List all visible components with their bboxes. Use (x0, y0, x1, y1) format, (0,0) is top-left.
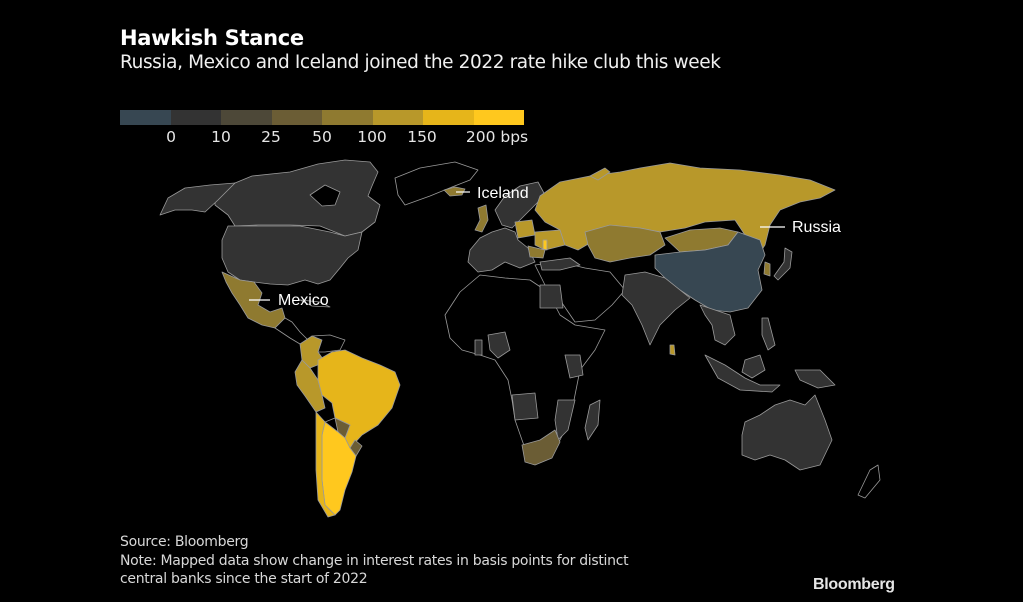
country-united-states (221, 225, 363, 286)
country-south-africa (521, 429, 561, 466)
country-egypt (539, 284, 564, 309)
russia-island-novaya-zemlya (589, 167, 611, 181)
country-russia (534, 162, 836, 261)
callout-mexico: Mexico (249, 292, 329, 309)
legend-tick-50: 50 (312, 128, 332, 146)
country-venezuela (311, 334, 346, 353)
legend-swatch-0 (170, 110, 221, 125)
legend-tick-100: 100 (357, 128, 387, 146)
source-note: Source: Bloomberg (120, 534, 249, 550)
legend-tick-200: 200 bps (465, 128, 529, 146)
legend-tick-25: 25 (261, 128, 281, 146)
chart-title: Hawkish Stance (120, 26, 304, 50)
color-legend (120, 110, 524, 125)
methodology-note-line2: central banks since the start of 2022 (120, 571, 368, 587)
legend-swatch-10 (221, 110, 272, 125)
country-romania (527, 245, 546, 259)
chart-subtitle: Russia, Mexico and Iceland joined the 20… (120, 52, 721, 73)
country-cuba (299, 299, 331, 308)
country-chile (315, 411, 336, 518)
country-ukraine (534, 229, 566, 251)
legend-swatch-150 (423, 110, 474, 125)
country-sri-lanka (669, 344, 676, 356)
bloomberg-logo: Bloomberg (813, 576, 895, 593)
region-central-america (274, 317, 309, 345)
country-australia (741, 394, 833, 471)
legend-swatch-100 (372, 110, 423, 125)
legend-swatch-negative (120, 110, 171, 125)
country-borneo (741, 354, 766, 379)
country-kenya (564, 354, 584, 379)
chart-footer: Source: Bloomberg Note: Mapped data show… (120, 533, 629, 589)
callout-iceland: Iceland (456, 185, 529, 202)
country-alaska (159, 182, 236, 216)
country-angola (511, 392, 539, 421)
country-south-korea (763, 261, 771, 277)
country-new-zealand (857, 464, 881, 499)
country-india (621, 271, 691, 346)
legend-swatch-200 (473, 110, 524, 125)
callout-label-russia: Russia (792, 219, 841, 236)
country-poland (514, 219, 536, 239)
country-united-kingdom (474, 204, 489, 233)
country-nigeria (487, 331, 511, 359)
country-greenland (394, 161, 479, 206)
callout-label-iceland: Iceland (477, 185, 529, 202)
legend-tick-0: 0 (166, 128, 176, 146)
legend-tick-10: 10 (211, 128, 231, 146)
callout-label-mexico: Mexico (278, 292, 329, 309)
region-southeast-asia (699, 304, 736, 346)
country-hudson-bay (309, 184, 341, 207)
legend-swatch-25 (271, 110, 322, 125)
country-madagascar (584, 399, 601, 441)
country-papua (794, 369, 836, 389)
country-moldova (542, 239, 548, 251)
world-map: Iceland Mexico Russia (159, 159, 881, 518)
country-ghana (474, 339, 483, 356)
country-philippines (761, 317, 776, 351)
callout-russia: Russia (760, 219, 841, 236)
country-japan (773, 247, 793, 281)
country-canada (214, 159, 381, 237)
country-indonesia (704, 354, 781, 393)
country-turkey (539, 257, 581, 271)
country-kazakhstan (584, 224, 666, 263)
legend-swatch-50 (322, 110, 373, 125)
methodology-note-line1: Note: Mapped data show change in interes… (120, 552, 629, 569)
legend-tick-150: 150 (407, 128, 437, 146)
country-mozambique (554, 399, 576, 441)
